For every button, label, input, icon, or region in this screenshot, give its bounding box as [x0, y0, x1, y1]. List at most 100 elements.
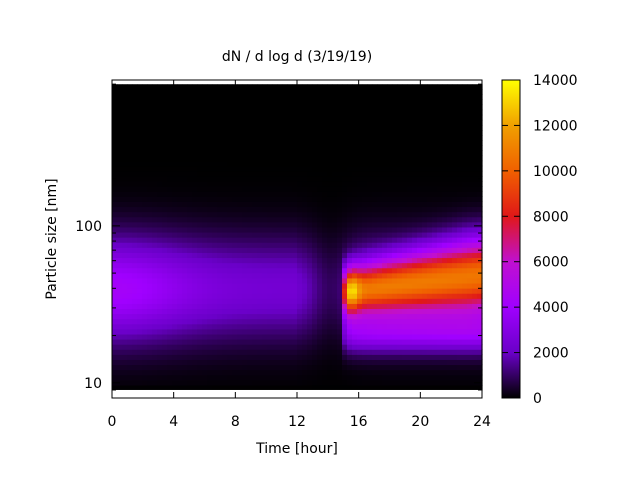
heatmap-cell: [387, 201, 393, 208]
heatmap-cell: [322, 160, 328, 167]
heatmap-cell: [392, 298, 398, 304]
heatmap-cell: [347, 308, 353, 315]
heatmap-cell: [247, 247, 253, 253]
heatmap-cell: [397, 170, 403, 177]
heatmap-cell: [252, 339, 258, 345]
heatmap-cell: [202, 231, 208, 238]
heatmap-cell: [352, 89, 358, 95]
heatmap-cell: [337, 247, 343, 253]
heatmap-cell: [427, 124, 433, 131]
heatmap-cell: [182, 150, 188, 157]
heatmap-cell: [477, 333, 483, 340]
heatmap-cell: [417, 109, 423, 116]
heatmap-cell: [272, 242, 278, 248]
heatmap-cell: [357, 369, 363, 376]
heatmap-cell: [257, 170, 263, 177]
heatmap-cell: [467, 94, 473, 101]
heatmap-cell: [472, 333, 478, 340]
heatmap-cell: [422, 155, 428, 162]
heatmap-cell: [472, 180, 478, 187]
heatmap-cell: [262, 191, 268, 197]
heatmap-cell: [402, 374, 408, 381]
heatmap-cell: [362, 364, 368, 371]
heatmap-cell: [472, 339, 478, 345]
heatmap-cell: [167, 262, 173, 269]
heatmap-cell: [442, 135, 448, 141]
heatmap-cell: [447, 216, 453, 223]
heatmap-cell: [357, 231, 363, 238]
heatmap-cell: [187, 114, 193, 121]
heatmap-cell: [157, 257, 163, 264]
heatmap-cell: [297, 231, 303, 238]
heatmap-cell: [452, 124, 458, 131]
heatmap-cell: [122, 308, 128, 315]
heatmap-cell: [212, 104, 218, 111]
heatmap-cell: [282, 104, 288, 111]
heatmap-cell: [367, 104, 373, 111]
heatmap-cell: [372, 231, 378, 238]
heatmap-cell: [397, 231, 403, 238]
heatmap-cell: [292, 354, 298, 360]
heatmap-cell: [422, 384, 428, 391]
heatmap-cell: [272, 282, 278, 289]
heatmap-cell: [177, 257, 183, 264]
heatmap-cell: [257, 94, 263, 101]
heatmap-cell: [262, 303, 268, 310]
heatmap-cell: [207, 94, 213, 101]
heatmap-cell: [237, 379, 243, 386]
heatmap-cell: [377, 124, 383, 131]
heatmap-cell: [347, 298, 353, 304]
heatmap-cell: [427, 282, 433, 289]
heatmap-cell: [127, 150, 133, 157]
heatmap-cell: [447, 262, 453, 269]
heatmap-cell: [137, 206, 143, 213]
heatmap-cell: [467, 282, 473, 289]
heatmap-cell: [122, 384, 128, 391]
heatmap-cell: [122, 339, 128, 345]
heatmap-cell: [257, 109, 263, 116]
heatmap-cell: [277, 318, 283, 325]
heatmap-cell: [372, 221, 378, 228]
heatmap-cell: [317, 247, 323, 253]
heatmap-cell: [362, 201, 368, 208]
heatmap-cell: [132, 135, 138, 141]
heatmap-cell: [202, 318, 208, 325]
heatmap-cell: [297, 262, 303, 269]
heatmap-cell: [382, 130, 388, 136]
heatmap-cell: [472, 328, 478, 335]
heatmap-cell: [432, 150, 438, 157]
heatmap-cell: [152, 191, 158, 197]
heatmap-cell: [222, 282, 228, 289]
heatmap-cell: [222, 160, 228, 167]
heatmap-cell: [312, 170, 318, 177]
heatmap-cell: [362, 150, 368, 157]
heatmap-cell: [227, 119, 233, 126]
heatmap-cell: [357, 262, 363, 269]
heatmap-cell: [357, 247, 363, 253]
heatmap-cell: [117, 318, 123, 325]
heatmap-cell: [252, 384, 258, 391]
heatmap-cell: [192, 318, 198, 325]
heatmap-cell: [297, 206, 303, 213]
heatmap-cell: [247, 226, 253, 233]
heatmap-cell: [177, 344, 183, 350]
heatmap-cell: [277, 252, 283, 259]
heatmap-cell: [222, 186, 228, 192]
heatmap-cell: [322, 180, 328, 187]
heatmap-cell: [397, 374, 403, 381]
heatmap-cell: [172, 196, 178, 202]
heatmap-cell: [167, 130, 173, 136]
heatmap-cell: [167, 272, 173, 279]
heatmap-cell: [367, 145, 373, 151]
heatmap-cell: [187, 99, 193, 106]
heatmap-cell: [477, 354, 483, 360]
heatmap-cell: [447, 328, 453, 335]
heatmap-cell: [307, 180, 313, 187]
heatmap-cell: [422, 293, 428, 299]
heatmap-cell: [257, 191, 263, 197]
heatmap-cell: [397, 196, 403, 202]
heatmap-cell: [187, 231, 193, 238]
heatmap-cell: [307, 374, 313, 381]
heatmap-cell: [197, 175, 203, 182]
heatmap-cell: [172, 130, 178, 136]
